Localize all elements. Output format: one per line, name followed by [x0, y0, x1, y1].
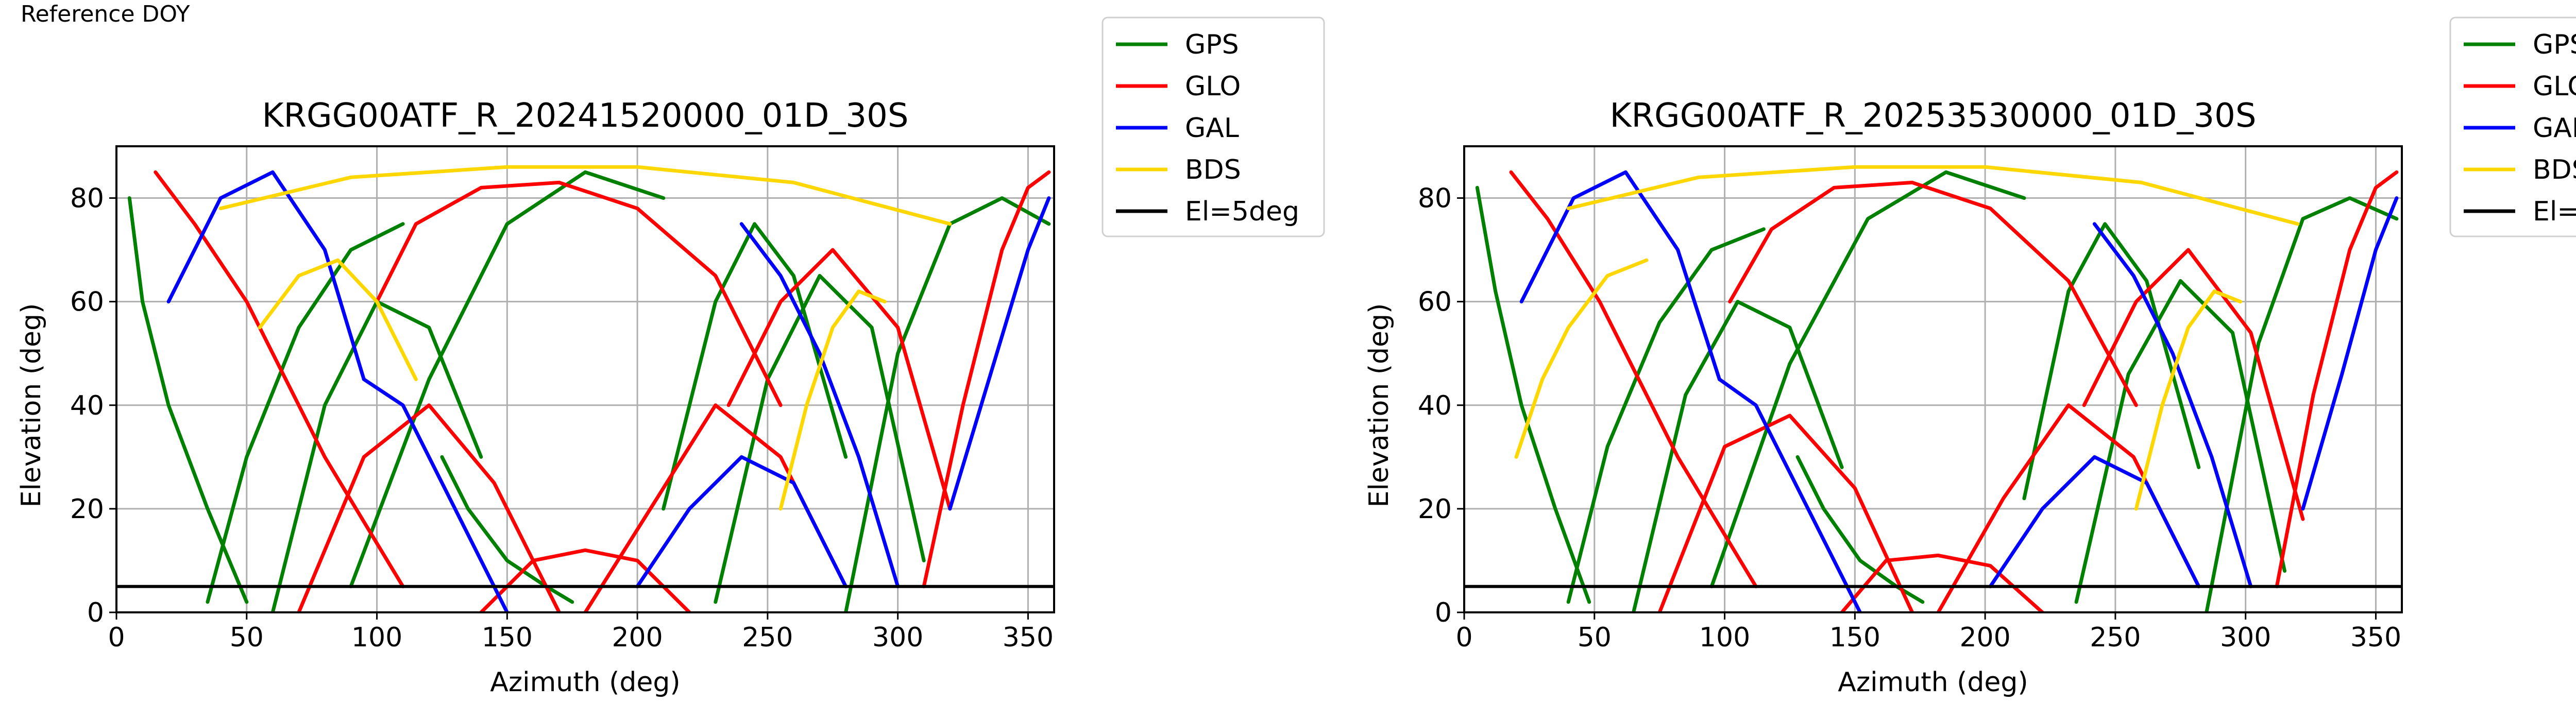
- x-tick-label: 100: [1699, 622, 1750, 653]
- satellite-track-gal: [635, 455, 848, 589]
- x-axis-label: Azimuth (deg): [490, 667, 680, 698]
- satellite-track-gps: [714, 273, 926, 604]
- legend-box: [1101, 16, 1325, 237]
- chart-2: KRGG00ATF_R_20253530000_01D_30S Azimuth …: [1364, 16, 2576, 698]
- satellite-track-gps: [2205, 196, 2399, 612]
- x-tick-label: 50: [1578, 622, 1612, 653]
- y-tick-label: 40: [70, 390, 104, 421]
- y-tick-label: 60: [1418, 287, 1452, 318]
- x-tick-label: 0: [108, 622, 125, 653]
- satellite-track-glo: [479, 548, 691, 612]
- satellite-track-gps: [1566, 227, 1766, 604]
- legend-label: GLO: [2533, 71, 2576, 102]
- x-tick-label: 150: [1829, 622, 1880, 653]
- satellite-track-gal: [1519, 170, 1721, 381]
- legend-label: GAL: [1185, 113, 1239, 144]
- y-tick-label: 60: [70, 287, 104, 318]
- x-tick-label: 200: [612, 622, 663, 653]
- satellite-track-gps: [2074, 279, 2286, 604]
- satellite-track-glo: [726, 248, 952, 511]
- legend-label: GAL: [2533, 113, 2576, 144]
- y-tick-label: 40: [1418, 390, 1452, 421]
- satellite-track-gps: [1632, 300, 1844, 612]
- x-tick-label: 200: [1959, 622, 2010, 653]
- legend-label: BDS: [2533, 155, 2576, 185]
- x-tick-label: 300: [872, 622, 923, 653]
- legend-label: El=5deg: [1185, 196, 1299, 227]
- x-tick-label: 150: [482, 622, 533, 653]
- y-tick-label: 20: [1418, 494, 1452, 525]
- satellite-track-bds: [778, 289, 887, 511]
- legend-label: El=5deg: [2533, 196, 2576, 227]
- plot-area: [127, 165, 1051, 612]
- satellite-track-gps: [440, 455, 574, 604]
- satellite-track-gal: [166, 170, 366, 381]
- x-tick-label: 300: [2220, 622, 2271, 653]
- y-axis-label: Elevation (deg): [16, 303, 47, 508]
- satellite-track-glo: [2082, 248, 2305, 521]
- satellite-track-gal: [2301, 196, 2399, 511]
- x-axis-label: Azimuth (deg): [1838, 667, 2028, 698]
- satellite-track-gps: [206, 222, 405, 604]
- satellite-track-bds: [1566, 165, 2300, 226]
- satellite-track-bds: [258, 258, 418, 381]
- satellite-track-gps: [349, 170, 666, 589]
- x-tick-label: 250: [742, 622, 793, 653]
- x-tick-label: 50: [230, 622, 264, 653]
- satellite-track-gps: [1795, 455, 1925, 604]
- chart-title: KRGG00ATF_R_20253530000_01D_30S: [1610, 97, 2257, 135]
- legend: GPS GLO GAL BDS El=5deg: [1101, 16, 1325, 237]
- satellite-track-gal: [362, 378, 509, 612]
- satellite-track-glo: [922, 170, 1051, 589]
- satellite-track-gal: [2092, 222, 2253, 589]
- legend-label: GLO: [1185, 71, 1241, 102]
- satellite-track-glo: [1840, 553, 2044, 612]
- satellite-track-gal: [739, 222, 900, 589]
- chart-1: KRGG00ATF_R_20241520000_01D_30S Azimuth …: [16, 16, 1325, 698]
- y-tick-label: 80: [1418, 183, 1452, 214]
- satellite-track-glo: [375, 180, 783, 407]
- satellite-track-glo: [1509, 170, 1758, 589]
- plot-area: [1475, 165, 2399, 612]
- x-tick-label: 250: [2090, 622, 2141, 653]
- satellite-track-glo: [2275, 170, 2399, 589]
- satellite-track-glo: [1657, 414, 1914, 612]
- satellite-track-gal: [1988, 455, 2201, 589]
- legend-label: GPS: [1185, 29, 1239, 60]
- y-tick-label: 20: [70, 494, 104, 525]
- chart-title: KRGG00ATF_R_20241520000_01D_30S: [262, 97, 909, 135]
- satellite-track-gps: [1475, 185, 1591, 604]
- x-tick-label: 350: [1003, 622, 1054, 653]
- y-tick-label: 0: [87, 597, 104, 628]
- satellite-track-gps: [127, 196, 249, 604]
- satellite-track-glo: [297, 403, 561, 612]
- legend-label: GPS: [2533, 29, 2576, 60]
- satellite-track-glo: [1728, 180, 2138, 407]
- satellite-track-gps: [2022, 222, 2201, 501]
- y-tick-label: 0: [1435, 597, 1452, 628]
- y-tick-label: 80: [70, 183, 104, 214]
- x-tick-label: 100: [351, 622, 402, 653]
- satellite-track-bds: [218, 165, 952, 226]
- legend-label: BDS: [1185, 155, 1241, 185]
- plot-frame: [1463, 145, 2403, 613]
- y-axis-label: Elevation (deg): [1364, 303, 1395, 508]
- x-tick-label: 0: [1455, 622, 1472, 653]
- satellite-track-bds: [1514, 258, 1649, 459]
- legend: GPS GLO GAL BDS El=5deg: [2449, 16, 2576, 237]
- satellite-track-gal: [948, 196, 1051, 511]
- satellite-track-bds: [2134, 289, 2243, 511]
- satellite-track-glo: [154, 170, 405, 589]
- figure-header: Reference DOY: [21, 1, 190, 27]
- plot-frame: [115, 145, 1055, 613]
- satellite-track-gps: [1709, 170, 2026, 589]
- satellite-track-gal: [1717, 378, 1862, 612]
- x-tick-label: 350: [2350, 622, 2401, 653]
